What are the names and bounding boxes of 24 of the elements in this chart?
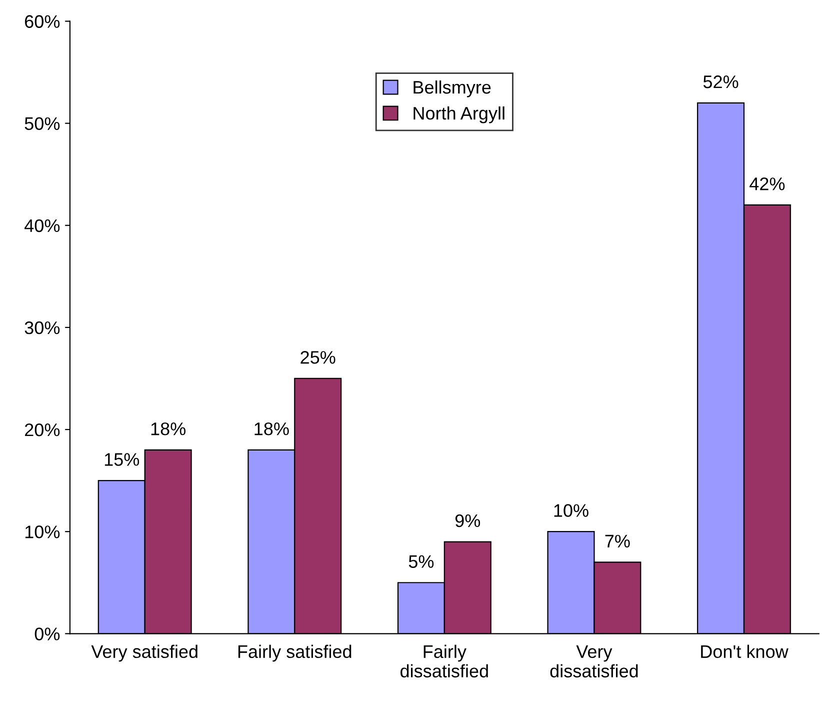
legend-label: North Argyll (414, 106, 504, 124)
data-label: 15% (104, 453, 140, 466)
y-tick-label: 10% (25, 526, 60, 538)
data-label: 7% (605, 534, 630, 548)
data-label: 10% (554, 504, 588, 517)
data-label: 52% (703, 75, 738, 88)
y-tick-label: 50% (24, 117, 60, 130)
x-tick-label: Very satisfied (91, 644, 198, 662)
x-tick-label: Very dissatisfied (550, 645, 638, 678)
x-tick-label: Don't know (701, 644, 788, 658)
y-tick-label: 40% (24, 219, 60, 232)
data-label: 9% (455, 514, 480, 528)
y-tick-label: 20% (25, 423, 60, 436)
data-label: 18% (254, 422, 289, 436)
legend-label: Bellsmyre (414, 80, 491, 98)
data-label: 5% (408, 555, 434, 568)
y-tick-label: 30% (24, 321, 60, 334)
y-tick-label: 0% (34, 628, 60, 640)
x-tick-label: Fairly dissatisfied (400, 644, 488, 678)
data-label: 25% (300, 351, 336, 364)
data-label: 18% (151, 422, 186, 436)
x-tick-label: Fairly satisfied (238, 644, 352, 662)
data-label: 42% (750, 178, 785, 190)
y-tick-label: 60% (25, 15, 60, 28)
